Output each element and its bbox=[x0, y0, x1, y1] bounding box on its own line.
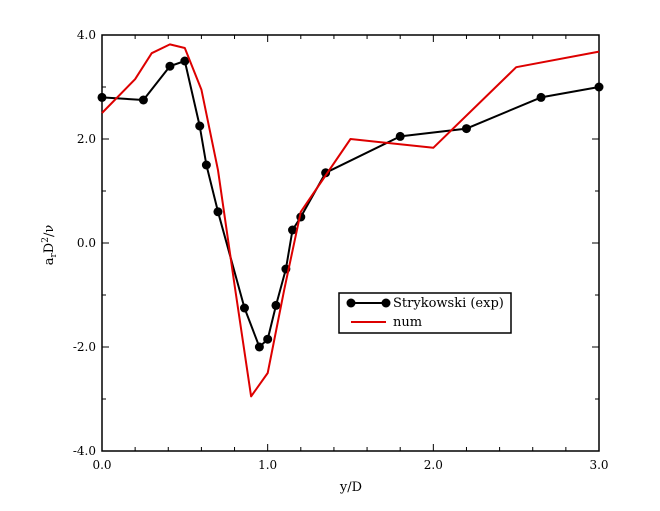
data-point bbox=[201, 160, 211, 170]
data-point bbox=[461, 124, 471, 134]
legend: Strykowski (exp) num bbox=[338, 292, 512, 334]
data-point bbox=[180, 56, 190, 66]
y-axis-label-base: a bbox=[42, 257, 57, 265]
data-point bbox=[594, 82, 604, 92]
y-axis-label-tail: /ν bbox=[42, 225, 57, 237]
data-point bbox=[254, 342, 264, 352]
data-point bbox=[395, 131, 405, 141]
x-tick-label: 1.0 bbox=[258, 458, 277, 472]
x-tick-label: 2.0 bbox=[424, 458, 443, 472]
y-tick-label: 0.0 bbox=[77, 236, 96, 250]
x-axis-label: y/D bbox=[339, 480, 362, 495]
data-point bbox=[263, 334, 273, 344]
legend-marker-exp-right bbox=[381, 298, 391, 308]
data-point bbox=[213, 207, 223, 217]
x-tick-label: 0.0 bbox=[92, 458, 111, 472]
data-point bbox=[195, 121, 205, 131]
y-axis-label-mid: D bbox=[42, 243, 57, 253]
y-axis-label-sub: r bbox=[49, 253, 59, 258]
legend-label-num: num bbox=[393, 315, 422, 330]
data-point bbox=[97, 92, 107, 102]
y-axis-label: arD2/ν bbox=[41, 225, 59, 266]
plot-frame bbox=[101, 34, 600, 452]
series-line-1 bbox=[101, 43, 600, 398]
data-point bbox=[271, 300, 281, 310]
legend-label-exp: Strykowski (exp) bbox=[393, 296, 504, 311]
y-tick-label: -4.0 bbox=[73, 444, 96, 458]
y-axis-label-sup: 2 bbox=[41, 237, 51, 243]
legend-marker-exp-left bbox=[346, 298, 356, 308]
x-tick-label: 3.0 bbox=[589, 458, 608, 472]
data-point bbox=[165, 61, 175, 71]
y-tick-label: 4.0 bbox=[77, 28, 96, 42]
y-tick-label: -2.0 bbox=[73, 340, 96, 354]
y-tick-label: 2.0 bbox=[77, 132, 96, 146]
data-point bbox=[239, 303, 249, 313]
legend-box bbox=[338, 292, 512, 334]
data-point bbox=[138, 95, 148, 105]
data-point bbox=[536, 92, 546, 102]
data-point bbox=[288, 225, 298, 235]
